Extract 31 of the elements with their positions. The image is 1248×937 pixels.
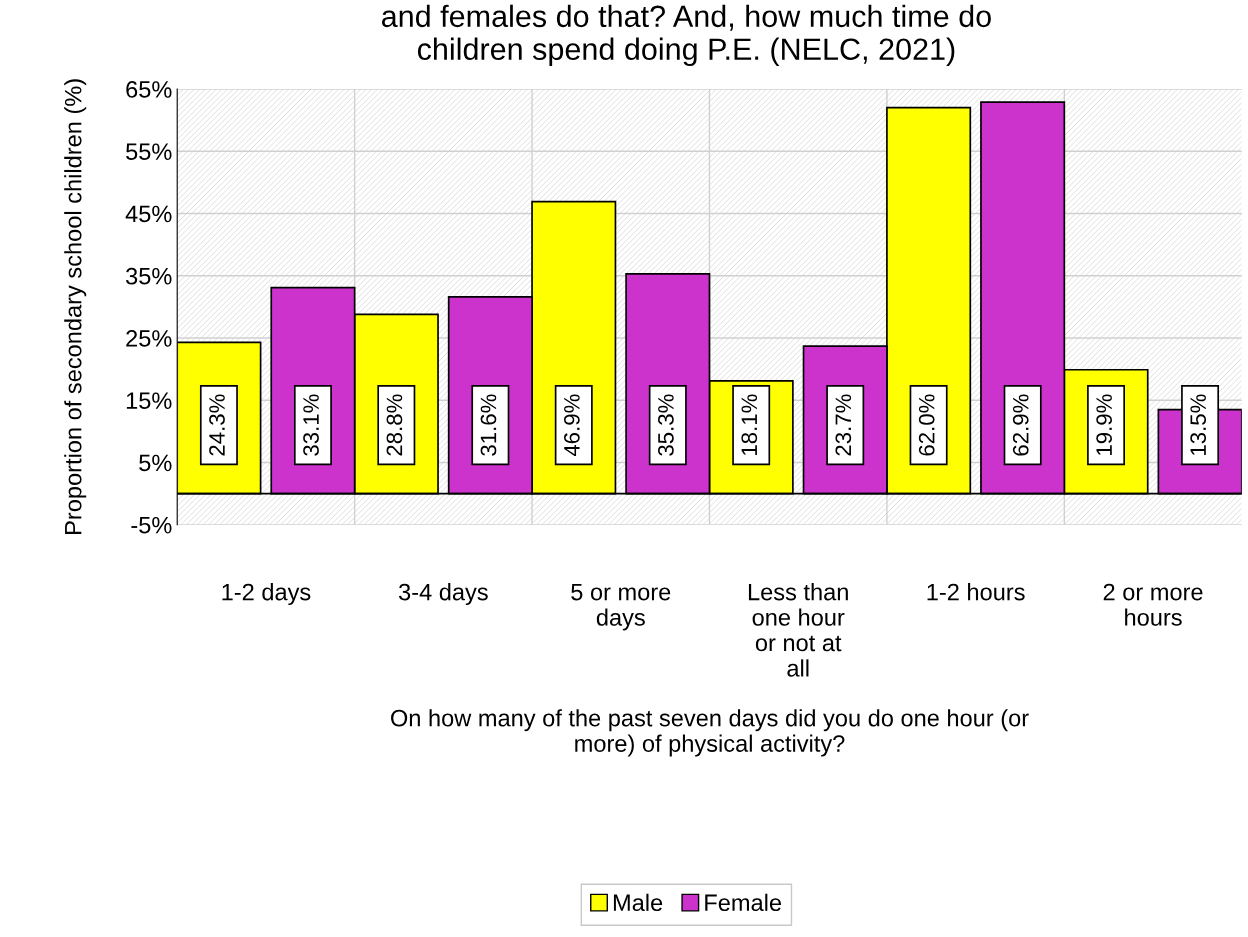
x-tick-label: 3-4 days [398,583,488,606]
x-axis-title: On how many of the past seven days did you do one hour (or more) of physical activity? [391,709,1029,757]
x-tick-label: 1-2 hours [927,583,1025,601]
x-tick-label: 5 or more days [571,583,671,631]
legend-label: Male [613,893,663,912]
data-label: 35.3% [658,394,674,456]
y-tick-label: 15% [126,392,172,410]
y-tick-label: 55% [126,143,172,161]
chart-title: and females do that? And, how much time do children spend doing P.E. (NELC, 2021) [381,4,991,67]
x-tick-label: Less than one hour or not at all [748,583,848,677]
y-tick-label: 65% [126,81,172,98]
data-label: 23.7% [835,394,852,456]
y-tick-label: -5% [131,516,172,534]
data-label: 62.9% [1012,394,1029,456]
y-tick-label: 45% [125,205,172,223]
data-label: 33.1% [303,394,319,456]
y-axis-title: Proportion of secondary school children (%) [64,79,87,534]
data-label: 31.6% [480,394,497,456]
data-label: 18.1% [741,394,758,455]
data-label: 13.5% [1190,394,1207,455]
y-tick-label: 5% [139,454,172,472]
data-label: 62.0% [918,394,935,456]
data-label: 24.3% [209,394,225,456]
y-tick-label: 25% [126,330,172,347]
data-label: 19.9% [1096,394,1112,455]
y-tick-label: 35% [126,267,172,285]
data-label: 28.8% [386,394,403,456]
x-tick-label: 1-2 days [222,583,311,606]
x-tick-label: 2 or more hours [1103,583,1203,626]
data-label: 46.9% [563,394,580,457]
legend-label: Female [705,893,781,912]
